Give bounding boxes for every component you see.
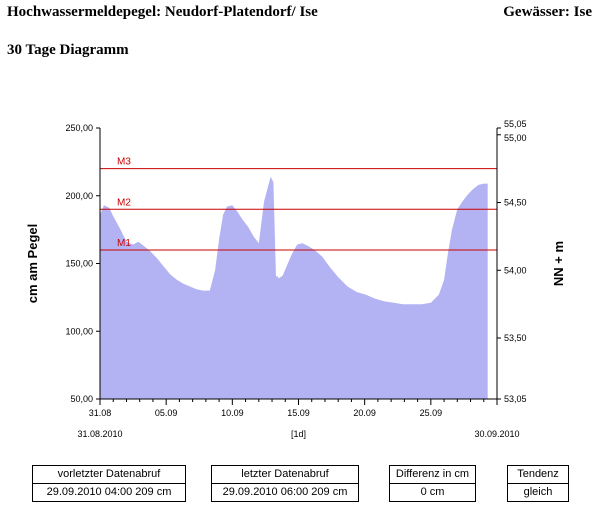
threshold-label-m1: M1 <box>117 238 131 249</box>
x-tick-label: 10.09 <box>221 408 244 418</box>
water-body-label: Gewässer: Ise <box>503 4 592 20</box>
info-value: 29.09.2010 04:00 209 cm <box>46 486 172 498</box>
info-header: vorletzter Datenabruf <box>33 466 185 484</box>
y-axis-title: cm am Pegel <box>25 224 40 304</box>
x-tick-label: 31.08 <box>89 408 112 418</box>
x-unit-label: [1d] <box>291 429 306 439</box>
y2-tick-label: 53,05 <box>504 394 527 404</box>
y2-tick-label: 53,50 <box>504 333 527 343</box>
info-box-difference: Differenz in cm 0 cm <box>389 465 476 502</box>
info-header: Tendenz <box>508 466 568 484</box>
y-tick-label: 100,00 <box>65 326 93 336</box>
chart-subtitle: 30 Tage Diagramm <box>7 42 129 58</box>
info-value: 29.09.2010 06:00 209 cm <box>222 486 348 498</box>
y-tick-label: 50,00 <box>70 394 93 404</box>
info-value: gleich <box>523 486 553 498</box>
x-tick-label: 20.09 <box>353 408 376 418</box>
info-header: Differenz in cm <box>390 466 475 484</box>
gauge-title: Hochwassermeldepegel: Neudorf-Platendorf… <box>7 4 318 20</box>
x-start-date-label: 31.08.2010 <box>77 429 122 439</box>
info-box-previous: vorletzter Datenabruf 29.09.2010 04:00 2… <box>32 465 186 502</box>
x-end-date-label: 30.09.2010 <box>474 429 519 439</box>
water-level-chart: M1 M2 M3 250,00 200,00 150,00 100,00 50,00 55,05… <box>25 119 566 439</box>
info-value: 0 cm <box>420 486 445 498</box>
y2-tick-label: 54,50 <box>504 198 527 208</box>
y2-tick-label: 55,00 <box>504 133 527 143</box>
x-tick-label: 05.09 <box>155 408 178 418</box>
info-box-latest: letzter Datenabruf 29.09.2010 06:00 209 … <box>211 465 359 502</box>
y2-tick-label: 54,00 <box>504 265 527 275</box>
y-tick-label: 150,00 <box>65 259 93 269</box>
y-tick-label: 200,00 <box>65 191 93 201</box>
y-tick-label: 250,00 <box>65 123 93 133</box>
info-box-trend: Tendenz gleich <box>507 465 569 502</box>
info-header: letzter Datenabruf <box>212 466 358 484</box>
water-level-area <box>100 176 488 399</box>
y2-tick-label: 55,05 <box>504 119 527 129</box>
threshold-label-m3: M3 <box>117 157 131 168</box>
x-tick-label: 25.09 <box>420 408 443 418</box>
x-tick-label: 15.09 <box>287 408 310 418</box>
y2-axis-title: NN + m <box>551 241 566 286</box>
threshold-label-m2: M2 <box>117 197 131 208</box>
